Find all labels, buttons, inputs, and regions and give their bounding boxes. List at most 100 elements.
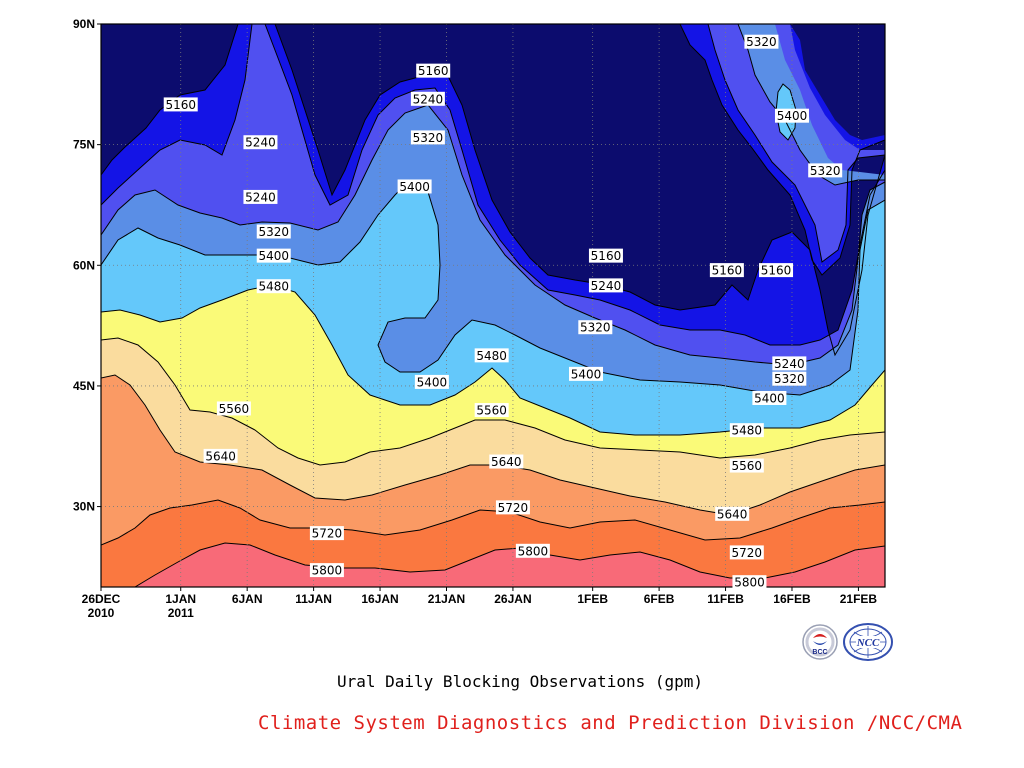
contour-line (101, 24, 239, 176)
gridlines (101, 24, 885, 587)
contour-label-bg (414, 374, 449, 389)
contour-label: 5320 (410, 130, 445, 145)
contour-label: 5560 (216, 401, 251, 416)
contour-label: 5240 (243, 135, 278, 150)
contour-label: 5640 (203, 448, 238, 463)
contour-label-bg (759, 263, 794, 278)
contour-label-bg (474, 403, 509, 418)
contour-label-text: 5480 (476, 349, 507, 363)
bcc-logo: BCC (802, 624, 838, 664)
bcc-logo-text: BCC (812, 649, 827, 656)
contour-label: 5720 (729, 545, 764, 560)
contour-label-text: 5160 (591, 249, 622, 263)
contour-label-bg (515, 543, 550, 558)
contour-label: 5320 (808, 163, 843, 178)
contour-label-text: 5640 (205, 449, 236, 463)
contour-label-bg (588, 278, 623, 293)
contour-labels: 5160 5240 5240 5320 5400 5480 5560 5640 5720 5800… (163, 34, 843, 590)
contour-label-text: 5320 (413, 131, 444, 145)
contour-label-bg (256, 279, 291, 294)
contour-label-text: 5320 (810, 164, 841, 178)
contour-label-text: 5320 (774, 372, 805, 386)
contour-label: 5480 (256, 279, 291, 294)
contour-label-text: 5160 (418, 64, 449, 78)
contour-label-text: 5160 (761, 264, 792, 278)
x-tick-label: 26DEC (82, 592, 121, 606)
contour-label-bg (808, 163, 843, 178)
contour-label-bg (709, 263, 744, 278)
contour-label-bg (495, 500, 530, 515)
contour-label-bg (243, 189, 278, 204)
x-tick-label: 16JAN (361, 592, 398, 606)
contour-label-bg (309, 563, 344, 578)
contour-label-text: 5800 (734, 576, 765, 590)
contour-label: 5160 (163, 97, 198, 112)
contour-label-text: 5240 (245, 136, 276, 150)
band-5320-north (738, 24, 885, 185)
x-tick-label: 6FEB (644, 592, 675, 606)
contour-line (101, 499, 885, 546)
contour-label-text: 5400 (417, 375, 448, 389)
x-tick-sublabel: 2010 (88, 606, 115, 620)
contour-fill-layer (101, 24, 885, 587)
contour-label-text: 5720 (312, 527, 343, 541)
contour-label: 5720 (309, 526, 344, 541)
contour-label: 5480 (729, 423, 764, 438)
contour-label-bg (732, 575, 767, 590)
contour-line (101, 337, 885, 466)
x-tick-label: 1JAN (165, 592, 196, 606)
contour-label-bg (569, 366, 604, 381)
contour-label-text: 5160 (712, 264, 743, 278)
contour-label: 5800 (309, 563, 344, 578)
contour-label-bg (410, 130, 445, 145)
contour-label-text: 5240 (591, 279, 622, 293)
contour-label-text: 5640 (491, 455, 522, 469)
contour-label: 5640 (715, 506, 750, 521)
contour-label: 5560 (474, 403, 509, 418)
x-tick-label: 11JAN (295, 592, 332, 606)
contour-label: 5240 (243, 189, 278, 204)
x-tick-label: 21JAN (428, 592, 465, 606)
y-tick-label: 90N (73, 17, 95, 31)
contour-label-text: 5320 (258, 225, 289, 239)
contour-label: 5800 (515, 543, 550, 558)
contour-label-bg (163, 97, 198, 112)
contour-label-bg (256, 248, 291, 263)
x-tick-label: 1FEB (577, 592, 608, 606)
contour-label-bg (243, 135, 278, 150)
contour-label: 5160 (709, 263, 744, 278)
x-tick-label: 21FEB (840, 592, 878, 606)
contour-label-bg (715, 506, 750, 521)
contour-label: 5320 (744, 34, 779, 49)
ncc-logo: NCC (842, 622, 894, 666)
contour-label-text: 5560 (219, 402, 250, 416)
credit-line: Climate System Diagnostics and Predictio… (258, 712, 963, 734)
plot-frame (100, 23, 886, 588)
contour-label-text: 5400 (258, 249, 289, 263)
contour-label: 5640 (489, 454, 524, 469)
contour-label: 5160 (416, 63, 451, 78)
band-5800 (101, 543, 885, 587)
contour-label-bg (474, 348, 509, 363)
contour-label-bg (772, 356, 807, 371)
contour-line (264, 24, 885, 346)
contour-label-bg (410, 91, 445, 106)
contour-label: 5400 (397, 179, 432, 194)
contour-line (101, 24, 253, 206)
contour-line (101, 104, 885, 366)
contour-label: 5400 (256, 248, 291, 263)
contour-label: 5400 (752, 390, 787, 405)
contour-label: 5800 (732, 575, 767, 590)
contour-label-text: 5640 (717, 507, 748, 521)
contour-label: 5400 (569, 366, 604, 381)
x-tick-label: 6JAN (232, 592, 263, 606)
contour-label-text: 5800 (312, 564, 343, 578)
contour-label: 5320 (256, 224, 291, 239)
contour-label-bg (489, 454, 524, 469)
contour-label: 5320 (578, 320, 613, 335)
x-tick-label: 26JAN (494, 592, 531, 606)
contour-label: 5480 (474, 348, 509, 363)
contour-label: 5240 (588, 278, 623, 293)
contour-label-bg (216, 401, 251, 416)
